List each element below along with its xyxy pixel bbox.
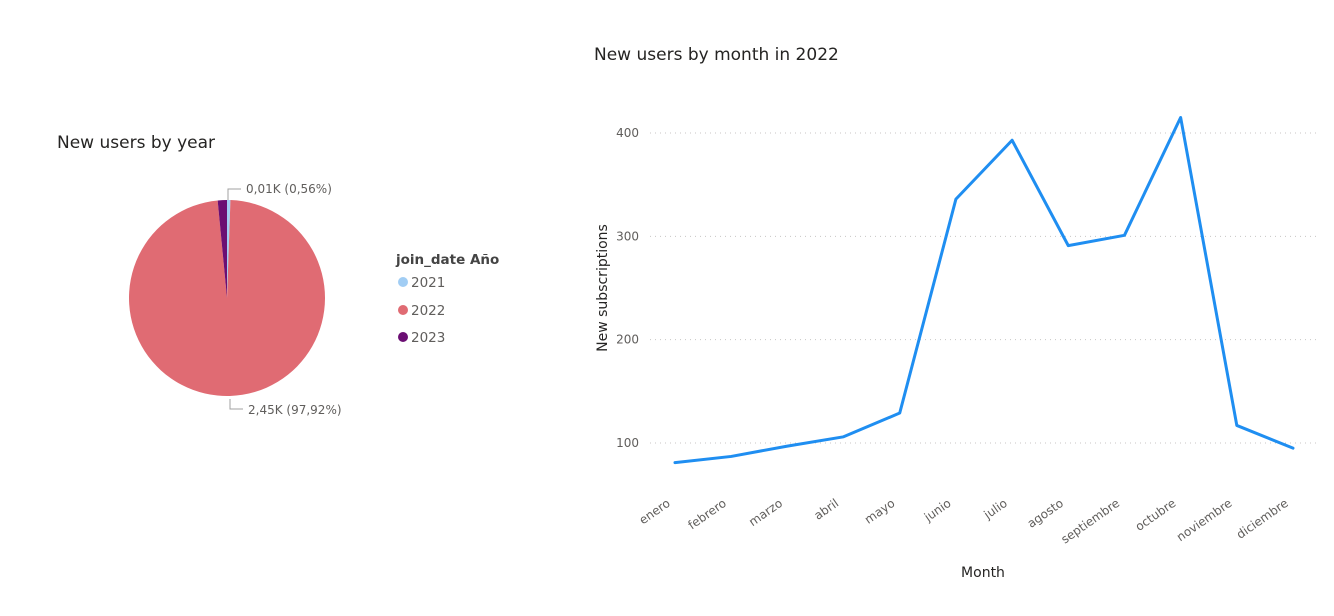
data-point-enero[interactable] bbox=[672, 460, 678, 466]
data-point-marzo[interactable] bbox=[784, 443, 790, 449]
y-tick-300: 300 bbox=[616, 229, 639, 243]
pie-chart-title: New users by year bbox=[57, 133, 216, 153]
x-tick-octubre: octubre bbox=[1133, 496, 1179, 534]
y-tick-400: 400 bbox=[616, 126, 639, 140]
data-point-mayo[interactable] bbox=[897, 410, 903, 416]
line-chart-x-ticks: enero febrero marzo abril mayo junio julio agos… bbox=[637, 496, 1291, 546]
legend-marker-2022 bbox=[398, 305, 408, 315]
data-point-noviembre[interactable] bbox=[1234, 422, 1240, 428]
x-tick-julio: julio bbox=[981, 496, 1010, 522]
legend-marker-2023 bbox=[398, 332, 408, 342]
x-tick-diciembre: diciembre bbox=[1234, 496, 1291, 542]
line-chart-title: New users by month in 2022 bbox=[594, 45, 839, 65]
x-tick-junio: junio bbox=[921, 496, 954, 525]
pie-slice-2023[interactable] bbox=[217, 200, 227, 298]
x-axis-title: Month bbox=[961, 565, 1005, 581]
legend-label-2021[interactable]: 2021 bbox=[411, 275, 445, 291]
x-tick-agosto: agosto bbox=[1025, 496, 1066, 531]
y-axis-title: New subscriptions bbox=[595, 224, 611, 352]
y-tick-200: 200 bbox=[616, 333, 639, 347]
legend-title: join_date Año bbox=[395, 252, 499, 268]
x-tick-noviembre: noviembre bbox=[1174, 496, 1235, 544]
line-chart-y-ticks: 100 200 300 400 bbox=[616, 126, 639, 450]
legend-marker-2021 bbox=[398, 277, 408, 287]
x-tick-marzo: marzo bbox=[746, 496, 785, 529]
x-tick-abril: abril bbox=[811, 496, 841, 523]
pie-label-2021: 0,01K (0,56%) bbox=[227, 182, 332, 200]
pie-label-2022: 2,45K (97,92%) bbox=[229, 399, 342, 417]
data-point-agosto[interactable] bbox=[1065, 243, 1071, 249]
line-chart-gridlines bbox=[650, 132, 1320, 444]
line-chart-series bbox=[672, 115, 1296, 466]
data-point-octubre[interactable] bbox=[1178, 115, 1184, 121]
x-tick-enero: enero bbox=[637, 496, 673, 527]
pie-legend: join_date Año 2021 2022 2023 bbox=[395, 252, 499, 346]
data-point-junio[interactable] bbox=[953, 196, 959, 202]
series-line[interactable] bbox=[673, 116, 1295, 465]
data-point-diciembre[interactable] bbox=[1290, 445, 1296, 451]
pie-data-label-2021: 0,01K (0,56%) bbox=[246, 182, 332, 196]
pie-chart bbox=[129, 200, 326, 396]
x-tick-febrero: febrero bbox=[685, 496, 728, 532]
legend-label-2023[interactable]: 2023 bbox=[411, 330, 445, 346]
data-point-julio[interactable] bbox=[1009, 137, 1015, 143]
x-tick-septiembre: septiembre bbox=[1058, 496, 1122, 546]
data-point-septiembre[interactable] bbox=[1121, 232, 1127, 238]
pie-slice-2021[interactable] bbox=[227, 200, 231, 298]
pie-data-label-2022: 2,45K (97,92%) bbox=[248, 403, 342, 417]
y-tick-100: 100 bbox=[616, 436, 639, 450]
data-point-abril[interactable] bbox=[841, 434, 847, 440]
pie-slice-2022[interactable] bbox=[129, 200, 326, 396]
data-point-febrero[interactable] bbox=[728, 453, 734, 459]
x-tick-mayo: mayo bbox=[862, 496, 897, 527]
legend-label-2022[interactable]: 2022 bbox=[411, 303, 445, 319]
